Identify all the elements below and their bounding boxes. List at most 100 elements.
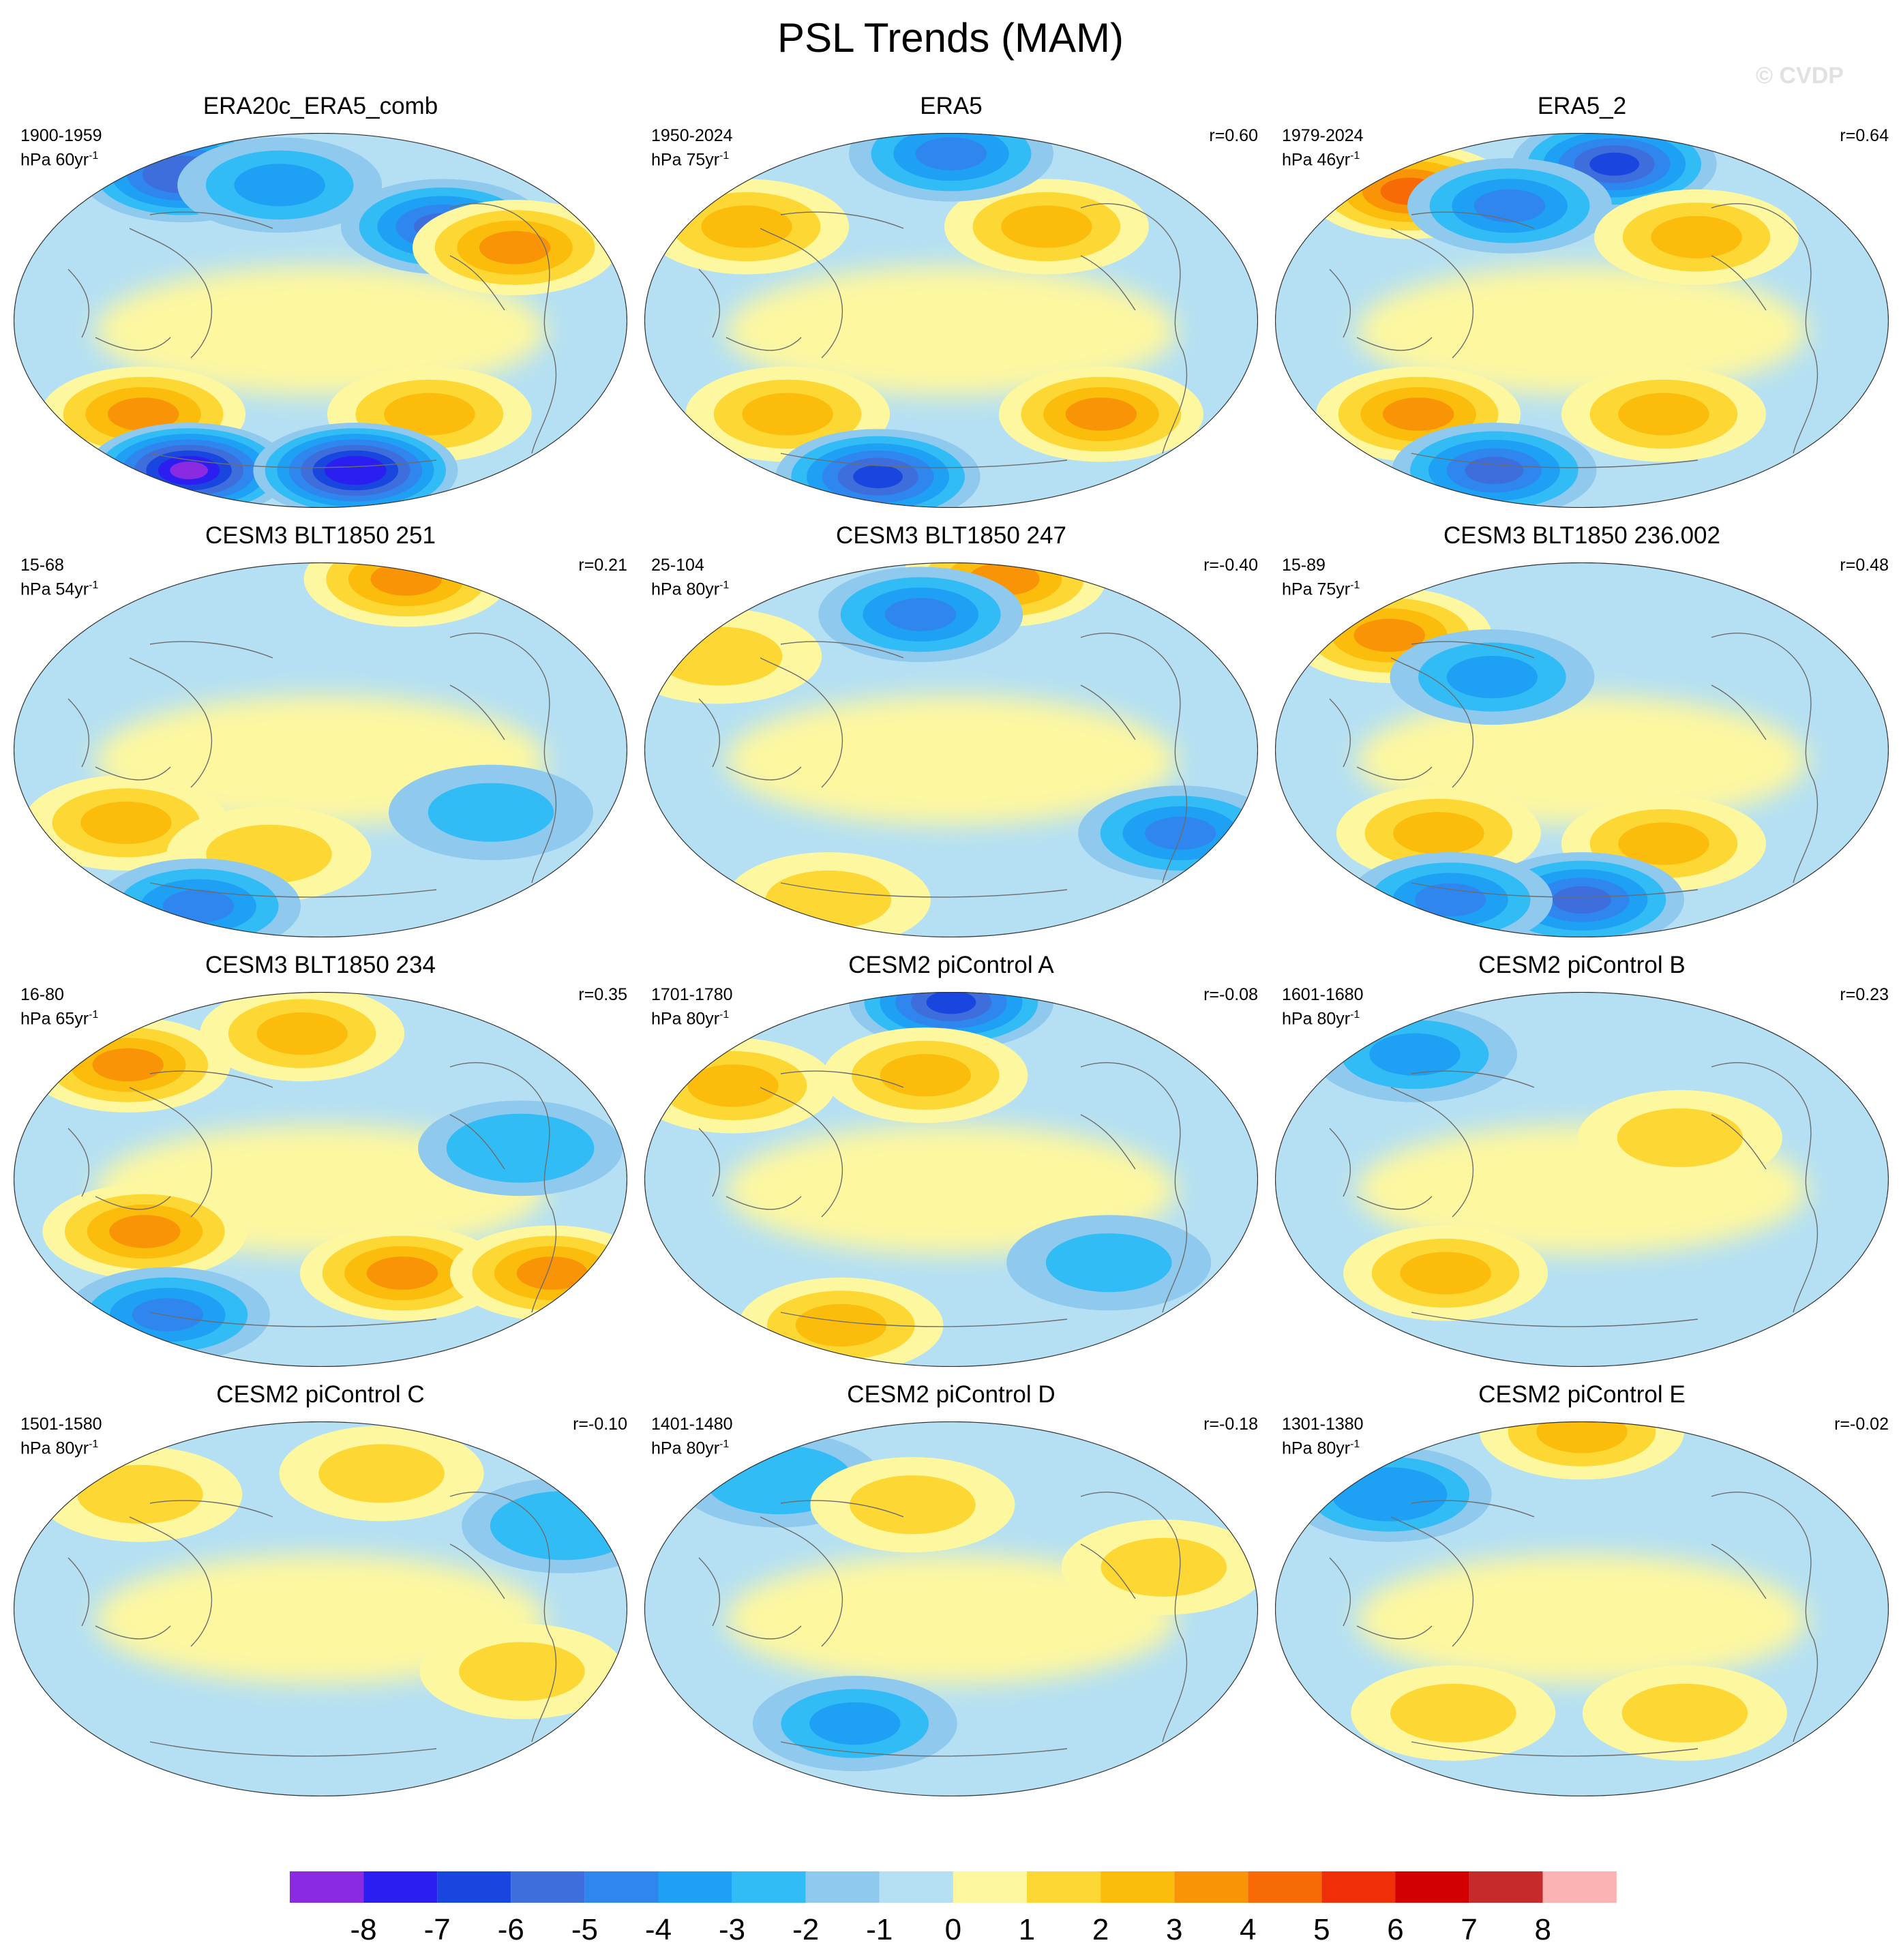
coastline [1390,228,1474,359]
trend-contour [132,1298,204,1331]
field-band [1357,266,1807,395]
trend-contour [687,1064,779,1107]
map-plot [1275,1421,1889,1796]
trend-contour [516,1256,588,1290]
coastline [95,1625,171,1640]
coastline [1711,633,1818,884]
map-panel: CESM2 piControl E 1301-1380 hPa 80yr-1 r=-0… [1268,1381,1896,1803]
coastline [698,698,721,768]
trend-contour [1145,816,1216,850]
coastline [725,766,802,781]
trend-contour [459,1642,585,1701]
colorbar-swatch [290,1871,364,1903]
superscript: -1 [1350,1438,1360,1450]
trend-contour [1400,1252,1491,1295]
trend-contour [1045,1233,1172,1293]
trend-contour [80,801,172,844]
panel-units: hPa 80yr-1 [20,1434,102,1458]
map-plot [14,992,627,1367]
trend-length: 80yr [55,1438,89,1458]
trend-contour [1618,822,1709,865]
units-label: hPa [20,1438,51,1458]
trend-contour [915,137,987,170]
colorbar-label: -5 [571,1913,598,1946]
coastline [1711,203,1818,454]
panel-correlation: r=-0.02 [1834,1415,1889,1434]
panel-units: hPa 80yr-1 [651,1005,733,1029]
map-panel: ERA5_2 1979-2024 hPa 46yr-1 r=0.64 [1268,92,1896,515]
colorbar-swatch [732,1871,806,1903]
map-border [644,133,1258,508]
map-panel: CESM3 BLT1850 251 15-68 hPa 54yr-1 r=0.21 [7,522,634,944]
map-panel: CESM2 piControl D 1401-1480 hPa 80yr-1 r=-0… [638,1381,1265,1803]
map-panel: ERA20c_ERA5_comb 1900-1959 hPa 60yr-1 [7,92,634,515]
trend-contour [234,164,325,207]
trend-contour [1465,457,1524,484]
trend-length: 60yr [55,150,89,170]
coastline [1711,684,1767,740]
trend-length: 80yr [1317,1438,1351,1458]
panel-period-info: 1701-1780 hPa 80yr-1 [651,985,733,1029]
panel-title: CESM2 piControl A [848,952,1054,978]
superscript: -1 [89,1438,99,1450]
map-plot [1275,562,1889,937]
coastline [760,1087,843,1218]
trend-contour [479,230,551,265]
coastline [1390,1087,1474,1218]
trend-contour [77,1464,203,1524]
panel-units: hPa 80yr-1 [1282,1005,1364,1029]
trend-contour [1473,189,1546,223]
trend-contour [1382,397,1454,431]
coastline [1390,657,1474,788]
map-border [1275,562,1889,937]
panel-period-info: 15-68 hPa 54yr-1 [20,556,98,599]
map-plot [1275,133,1889,508]
coastline [780,1312,1068,1327]
colorbar-label: -1 [866,1913,893,1946]
map-border [644,992,1258,1367]
coastline [1711,1543,1767,1599]
units-label: hPa [651,1009,682,1029]
panel-period-info: 1301-1380 hPa 80yr-1 [1282,1415,1364,1458]
superscript: -1 [1350,150,1360,162]
map-plot [14,1421,627,1796]
panel-units: hPa 80yr-1 [1282,1434,1364,1458]
trend-contour [1353,618,1425,652]
map-panel: CESM3 BLT1850 247 25-104 hPa 80yr-1 r=-0.40 [638,522,1265,944]
coastline [449,1114,505,1170]
coastline [449,203,557,454]
colorbar-label: -4 [645,1913,672,1946]
trend-contour [1553,886,1611,914]
coastline [95,766,171,781]
colorbar-label: -3 [719,1913,745,1946]
coastline [129,657,213,788]
coastline [129,228,213,359]
panel-correlation: r=0.23 [1840,985,1889,1004]
coastline [449,1543,505,1599]
map-border [644,1421,1258,1796]
trend-contour [170,462,208,479]
panel-title: CESM3 BLT1850 247 [836,522,1066,549]
trend-contour [92,1048,164,1082]
colorbar-swatch [1395,1871,1469,1903]
map-panel: CESM2 piControl C 1501-1580 hPa 80yr-1 r=-0… [7,1381,634,1803]
coastline [698,269,721,338]
panel-units: hPa 75yr-1 [651,146,733,170]
coastline [698,1557,721,1627]
trend-contour [1536,1421,1628,1453]
trend-contour [428,783,554,842]
colorbar-swatch [879,1871,953,1903]
panel-units: hPa 80yr-1 [651,575,729,599]
coastline [149,882,437,898]
colorbar-label: 0 [945,1913,961,1946]
coastline [449,1492,557,1743]
coastline [780,1500,904,1518]
panel-period-info: 25-104 hPa 80yr-1 [651,556,729,599]
coastline [780,882,1068,898]
map-border [14,133,627,508]
trend-contour [475,1127,566,1170]
coastline [149,1312,437,1327]
superscript: -1 [719,1009,730,1021]
trend-length: 54yr [55,579,89,599]
trend-contour [701,205,792,248]
